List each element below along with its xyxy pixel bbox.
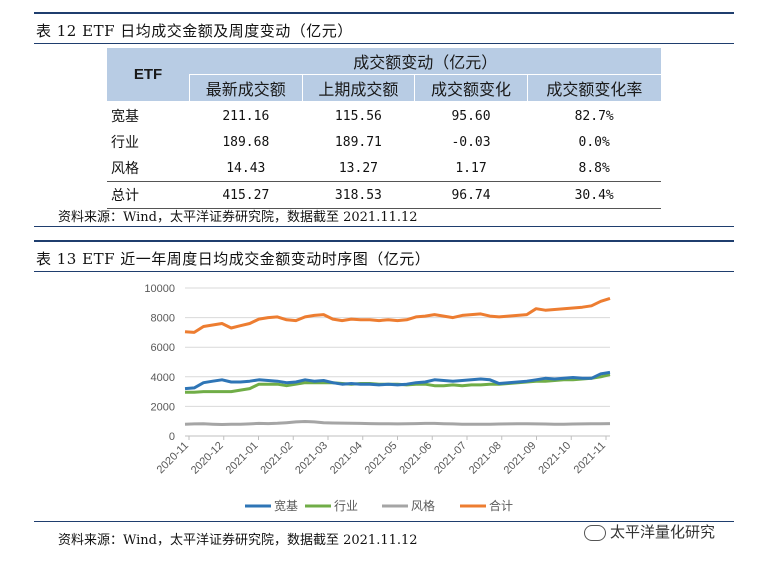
- table-cell: 189.68: [222, 134, 270, 150]
- table-row: 风格 14.43 13.27 1.17 8.8%: [107, 155, 661, 182]
- group-header: 成交额变动（亿元）: [189, 48, 661, 75]
- table-row: 行业 189.68 189.71 -0.03 0.0%: [107, 129, 661, 155]
- x-tick-label: 2021-11: [572, 440, 608, 476]
- x-tick-label: 2020-12: [189, 440, 226, 477]
- x-tick-label: 2021-10: [536, 440, 573, 477]
- table12-caption: 表 12 ETF 日均成交金额及周度变动（亿元）: [36, 22, 353, 40]
- y-tick-label: 6000: [151, 342, 175, 354]
- table-cell: 415.27: [189, 181, 303, 209]
- x-tick-label: 2021-06: [397, 440, 434, 477]
- section-rule: [34, 521, 734, 522]
- series-line-total: [184, 296, 611, 334]
- caption-rule-top: [34, 12, 734, 14]
- column-header: 上期成交额: [301, 74, 415, 101]
- table-cell: 211.16: [222, 108, 270, 124]
- series-line-style: [184, 420, 611, 426]
- x-tick-label: 2021-02: [258, 440, 295, 477]
- table12-source: 资料来源：Wind，太平洋证券研究院，数据截至 2021.11.12: [58, 210, 418, 225]
- x-tick-label: 2021-07: [432, 440, 469, 477]
- x-tick-label: 2021-04: [328, 440, 365, 477]
- x-tick-label: 2021-05: [363, 440, 400, 477]
- legend-label: 宽基: [274, 498, 298, 513]
- row-label: 行业: [111, 135, 139, 151]
- column-header: 成交额变化: [414, 74, 528, 101]
- section-rule: [34, 226, 734, 227]
- caption-rule-top: [34, 240, 734, 242]
- y-tick-label: 10000: [144, 283, 175, 295]
- legend-label: 合计: [489, 498, 513, 513]
- table-cell: 8.8%: [578, 160, 610, 176]
- table-cell: 95.60: [451, 108, 491, 124]
- y-tick-label: 2000: [151, 401, 175, 413]
- table-cell: 0.0%: [578, 134, 610, 150]
- caption-rule-bottom: [34, 271, 734, 272]
- series-line-broad: [184, 370, 611, 391]
- row-label: 宽基: [111, 109, 139, 125]
- table-cell: -0.03: [451, 134, 491, 150]
- watermark: 太平洋量化研究: [584, 521, 715, 542]
- table-cell: 318.53: [302, 181, 415, 209]
- table-row: 宽基 211.16 115.56 95.60 82.7%: [107, 101, 661, 129]
- watermark-text: 太平洋量化研究: [610, 523, 716, 541]
- row-label: 总计: [107, 181, 190, 209]
- x-tick-label: 2020-11: [155, 440, 191, 476]
- x-tick-label: 2021-09: [502, 440, 539, 477]
- table13-caption: 表 13 ETF 近一年周度日均成交金额变动时序图（亿元）: [36, 250, 431, 268]
- table-cell: 30.4%: [527, 181, 661, 209]
- x-tick-label: 2021-01: [224, 440, 261, 477]
- caption-rule-bottom: [34, 43, 734, 44]
- legend-label: 风格: [411, 498, 435, 513]
- table13-source: 资料来源：Wind，太平洋证券研究院，数据截至 2021.11.12: [58, 533, 418, 548]
- table-cell: 82.7%: [574, 108, 614, 124]
- table-cell: 14.43: [226, 160, 266, 176]
- table-cell: 115.56: [334, 108, 382, 124]
- x-tick-label: 2021-08: [467, 440, 504, 477]
- wechat-icon: [584, 524, 606, 541]
- table-cell: 1.17: [455, 160, 487, 176]
- row-label: 风格: [111, 161, 139, 177]
- y-tick-label: 8000: [151, 313, 175, 325]
- table-cell: 189.71: [334, 134, 382, 150]
- etf-turnover-table: ETF 成交额变动（亿元） 最新成交额 上期成交额 成交额变化 成交额变化率 宽…: [107, 48, 661, 209]
- y-tick-label: 4000: [151, 372, 175, 384]
- table-cell: 13.27: [338, 160, 378, 176]
- x-tick-label: 2021-03: [293, 440, 330, 477]
- column-header: 最新成交额: [189, 74, 303, 101]
- table-cell: 96.74: [414, 181, 528, 209]
- legend-label: 行业: [334, 499, 358, 513]
- table-row-total: 总计 415.27 318.53 96.74 30.4%: [107, 181, 661, 209]
- column-header: 成交额变化率: [526, 74, 661, 101]
- y-tick-label: 0: [169, 431, 175, 443]
- corner-header: ETF: [107, 48, 190, 101]
